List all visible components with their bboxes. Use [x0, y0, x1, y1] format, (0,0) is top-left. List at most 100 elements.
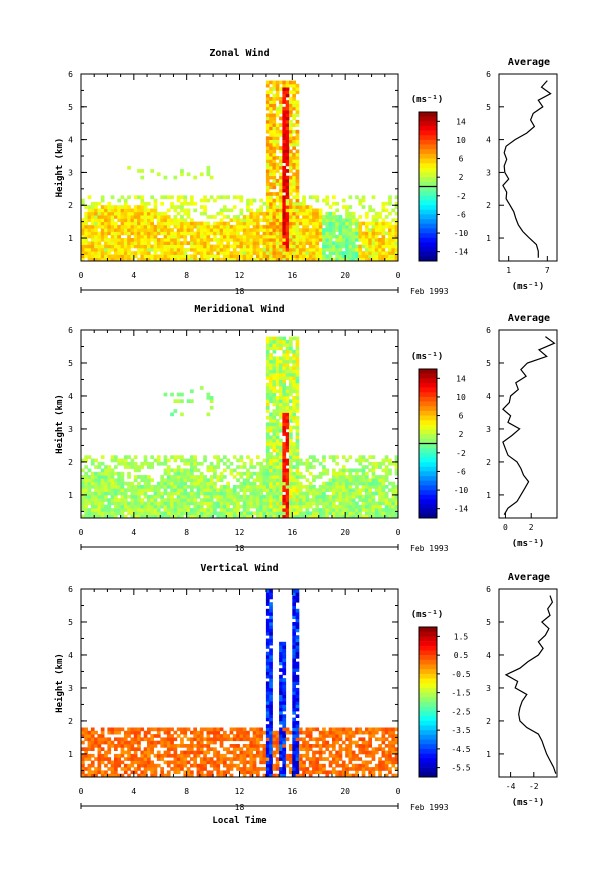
heatmap-cell — [140, 750, 145, 755]
heatmap-cell — [298, 251, 303, 255]
heatmap-cell — [279, 254, 283, 259]
heatmap-cell — [282, 185, 287, 190]
heatmap-cell — [279, 740, 283, 745]
heatmap-cell — [120, 475, 125, 479]
heatmap-cell — [269, 763, 273, 768]
heatmap-cell — [374, 218, 379, 223]
heatmap-cell — [341, 514, 346, 518]
heatmap-cell — [315, 218, 320, 223]
heatmap-cell — [163, 760, 168, 765]
heatmap-cell — [355, 491, 359, 496]
heatmap-cell — [166, 763, 171, 768]
heatmap-cell — [147, 753, 151, 758]
heatmap-cell — [236, 218, 240, 223]
heatmap-cell — [269, 379, 273, 384]
heatmap-cell — [213, 221, 217, 226]
heatmap-cell — [87, 488, 92, 492]
heatmap-cell — [203, 750, 207, 755]
colorbar-segment — [419, 205, 437, 211]
heatmap-cell — [130, 753, 135, 758]
heatmap-cell — [285, 218, 290, 223]
colorbar-segment — [419, 434, 437, 440]
heatmap-cell — [232, 763, 237, 768]
heatmap-cell — [170, 257, 174, 261]
heatmap-cell — [160, 251, 164, 255]
heatmap-cell — [302, 475, 306, 479]
heatmap-cell — [305, 757, 310, 761]
heatmap-cell — [104, 485, 108, 489]
heatmap-cell — [143, 773, 148, 777]
heatmap-cell — [163, 234, 168, 239]
heatmap-cell — [130, 215, 135, 219]
heatmap-cell — [335, 234, 339, 239]
heatmap-cell — [190, 231, 194, 236]
heatmap-cell — [289, 372, 293, 377]
heatmap-cell — [239, 257, 244, 261]
heatmap-cell — [289, 218, 293, 223]
heatmap-cell — [153, 198, 158, 203]
heatmap-cell — [298, 730, 303, 735]
heatmap-cell — [97, 234, 102, 239]
heatmap-cell — [123, 205, 128, 209]
heatmap-cell — [186, 215, 191, 219]
heatmap-cell — [193, 241, 197, 245]
heatmap-cell — [289, 438, 293, 443]
heatmap-cell — [150, 228, 154, 232]
heatmap-cell — [190, 744, 194, 748]
heatmap-cell — [279, 442, 283, 446]
heatmap-cell — [289, 468, 293, 473]
heatmap-cell — [365, 241, 369, 245]
heatmap-cell — [114, 773, 118, 777]
heatmap-cell — [199, 471, 204, 476]
heatmap-cell — [256, 238, 260, 242]
heatmap-cell — [295, 198, 300, 203]
heatmap-cell — [295, 113, 300, 118]
heatmap-cell — [265, 205, 270, 209]
heatmap-cell — [322, 198, 326, 203]
heatmap-cell — [282, 238, 287, 242]
heatmap-cell — [236, 238, 240, 242]
heatmap-cell — [295, 224, 300, 229]
heatmap-cell — [90, 241, 95, 245]
heatmap-cell — [335, 224, 339, 229]
heatmap-cell — [100, 508, 105, 512]
heatmap-cell — [81, 508, 85, 512]
heatmap-cell — [94, 488, 98, 492]
heatmap-cell — [206, 488, 211, 492]
heatmap-cell — [282, 97, 287, 101]
heatmap-cell — [120, 485, 125, 489]
heatmap-cell — [120, 471, 125, 476]
heatmap-cell — [90, 760, 95, 765]
heatmap-cell — [371, 208, 376, 213]
heatmap-cell — [150, 740, 154, 745]
heatmap-cell — [107, 208, 112, 213]
heatmap-cell — [97, 244, 102, 249]
heatmap-cell — [298, 461, 303, 466]
heatmap-cell — [279, 465, 283, 469]
heatmap-cell — [206, 392, 211, 397]
heatmap-cell — [295, 638, 300, 643]
heatmap-cell — [298, 508, 303, 512]
heatmap-cell — [183, 195, 188, 200]
heatmap-cell — [308, 211, 313, 216]
heatmap-cell — [100, 747, 105, 751]
heatmap-cell — [143, 508, 148, 512]
heatmap-cell — [305, 251, 310, 255]
heatmap-cell — [312, 508, 316, 512]
heatmap-cell — [209, 760, 214, 765]
heatmap-cell — [133, 211, 138, 216]
heatmap-cell — [206, 412, 211, 417]
heatmap-cell — [166, 238, 171, 242]
heatmap-cell — [242, 511, 247, 516]
heatmap-cell — [265, 432, 270, 436]
heatmap-cell — [325, 257, 330, 261]
heatmap-cell — [219, 238, 224, 242]
heatmap-cell — [272, 208, 277, 213]
heatmap-cell — [388, 244, 392, 249]
heatmap-cell — [127, 740, 131, 745]
heatmap-cell — [183, 498, 188, 502]
heatmap-cell — [269, 211, 273, 216]
heatmap-cell — [312, 501, 316, 506]
heatmap-cell — [249, 251, 254, 255]
heatmap-cell — [355, 228, 359, 232]
